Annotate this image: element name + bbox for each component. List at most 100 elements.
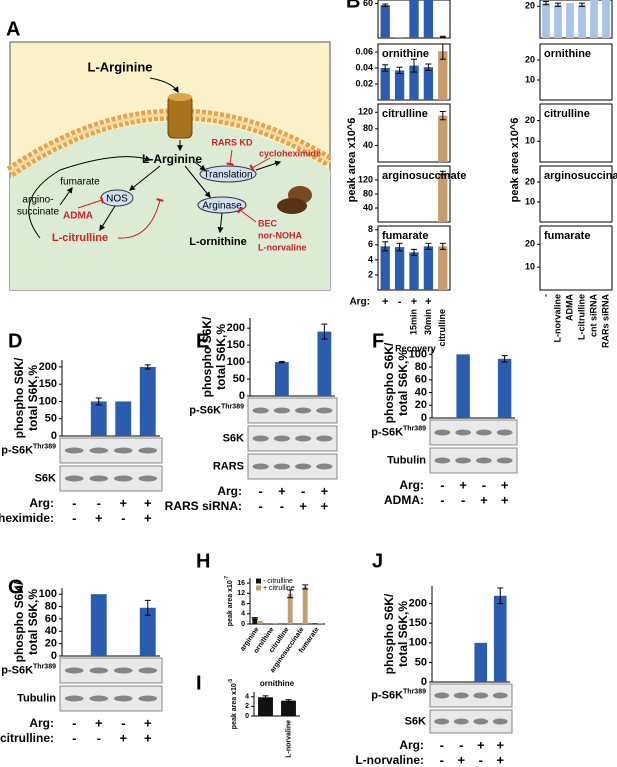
lane-row-label: ADMA:: [384, 493, 424, 507]
error-bar: [439, 110, 446, 121]
y-tick-label: 200: [227, 322, 245, 334]
blot-band: [475, 457, 492, 464]
blot-band: [492, 692, 508, 699]
plot-frame: [539, 43, 613, 101]
inhibition: [77, 196, 105, 209]
blot-label: Tubulin: [17, 692, 56, 704]
bars: [438, 170, 448, 222]
lane-mark: +: [459, 477, 467, 492]
y-tick-label: 20: [415, 399, 427, 411]
y-tick-label: 80: [363, 123, 373, 133]
bar: [317, 331, 332, 396]
transporter: [167, 95, 193, 139]
blot-band: [496, 429, 513, 436]
bar: [139, 607, 156, 656]
blot-label: RARS: [213, 460, 244, 472]
blot-band: [316, 407, 333, 414]
error-bar: [144, 364, 151, 370]
bar: [409, 252, 419, 290]
x-tick-label: RARs siRNA: [600, 294, 610, 349]
blot-band: [138, 475, 158, 482]
blot-band: [64, 447, 84, 454]
bar: [394, 247, 405, 290]
bar: [578, 4, 586, 38]
y-axis-label: peak area x10^6: [346, 118, 358, 203]
blot-band: [455, 457, 472, 464]
x-tick-label: ADMA: [564, 294, 574, 321]
bars: [380, 44, 448, 100]
blot-text: p-S6K: [1, 444, 33, 456]
error-bar: [555, 2, 561, 7]
bar: [394, 70, 405, 100]
error-bar: [382, 3, 389, 7]
y-tick-label: 12: [237, 590, 245, 597]
blot-band: [434, 718, 450, 725]
blot-band: [316, 463, 333, 470]
y-tick-label: 8: [368, 224, 373, 234]
lane-mark: -: [72, 495, 76, 510]
y-tick-label: 0.04: [355, 62, 373, 72]
y-tick-label: 80: [363, 188, 373, 198]
arginase: Arginase: [202, 201, 242, 212]
lane-mark: +: [501, 492, 509, 507]
bar: [317, 622, 323, 624]
inhibition: [249, 157, 271, 172]
lane-mark: +: [321, 483, 329, 498]
error-bar: [321, 323, 328, 340]
bar: [394, 37, 405, 38]
error-bar: [382, 241, 389, 252]
bar: [409, 65, 419, 100]
plot-frame: [377, 103, 451, 163]
plot-frame: [539, 103, 613, 163]
lane-mark: -: [301, 483, 305, 498]
y-axis-label: total S6K,%: [396, 350, 410, 416]
y-tick-label: 40: [415, 386, 427, 398]
label-sup: -5: [228, 679, 234, 684]
chart: 20: [525, 0, 613, 39]
argininosuccinate: argino-: [22, 195, 53, 206]
bars: [380, 241, 448, 290]
y-tick-label: 100: [227, 356, 245, 368]
lane-mark: -: [280, 498, 284, 513]
bars: [474, 587, 507, 682]
arrow: [28, 155, 152, 239]
blot-label: p-S6KThr389: [189, 403, 244, 416]
lane-mark: +: [496, 737, 504, 752]
y-axis-label: peak area x10^6: [509, 118, 521, 203]
x-tick-label: L-norvaline: [552, 294, 562, 343]
blot-band: [455, 429, 472, 436]
blot-band: [113, 447, 133, 454]
legend-swatch: [256, 585, 261, 591]
lane-mark: -: [398, 296, 402, 308]
y-tick-label: 10: [525, 74, 535, 84]
bar: [409, 0, 419, 38]
lane-mark: +: [144, 730, 152, 745]
y-tick-label: 80: [415, 361, 427, 373]
blot-band: [453, 718, 469, 725]
bar: [115, 401, 132, 436]
y-tick-label: 0: [51, 650, 57, 662]
subplot-title: arginosuccinate: [544, 170, 617, 182]
legend-label: - citrulline: [263, 578, 293, 585]
error-bar: [411, 248, 417, 256]
arrow: [129, 165, 161, 191]
blot-band: [492, 718, 508, 725]
chart: 10 20 arginosuccinate: [525, 165, 617, 223]
y-tick-label: 40: [45, 625, 57, 637]
panel-letter: H: [196, 550, 210, 572]
label-text: peak area x10: [227, 580, 234, 626]
lane-mark: -: [461, 492, 465, 507]
fumarate: fumarate: [60, 177, 100, 188]
y-tick-label: 120: [358, 174, 373, 184]
arrow: [255, 160, 282, 171]
blot-band: [64, 695, 84, 702]
x-tick-label: 15min: [408, 309, 418, 335]
lane-mark: +: [119, 495, 127, 510]
bars: [274, 323, 332, 396]
lane-mark: +: [278, 483, 286, 498]
lane-mark: -: [459, 737, 463, 752]
bar: [493, 595, 507, 682]
lane-row-label: RARS siRNA:: [165, 499, 242, 513]
y-tick-label: 0: [421, 676, 427, 688]
blot-text: S6K: [405, 715, 426, 727]
